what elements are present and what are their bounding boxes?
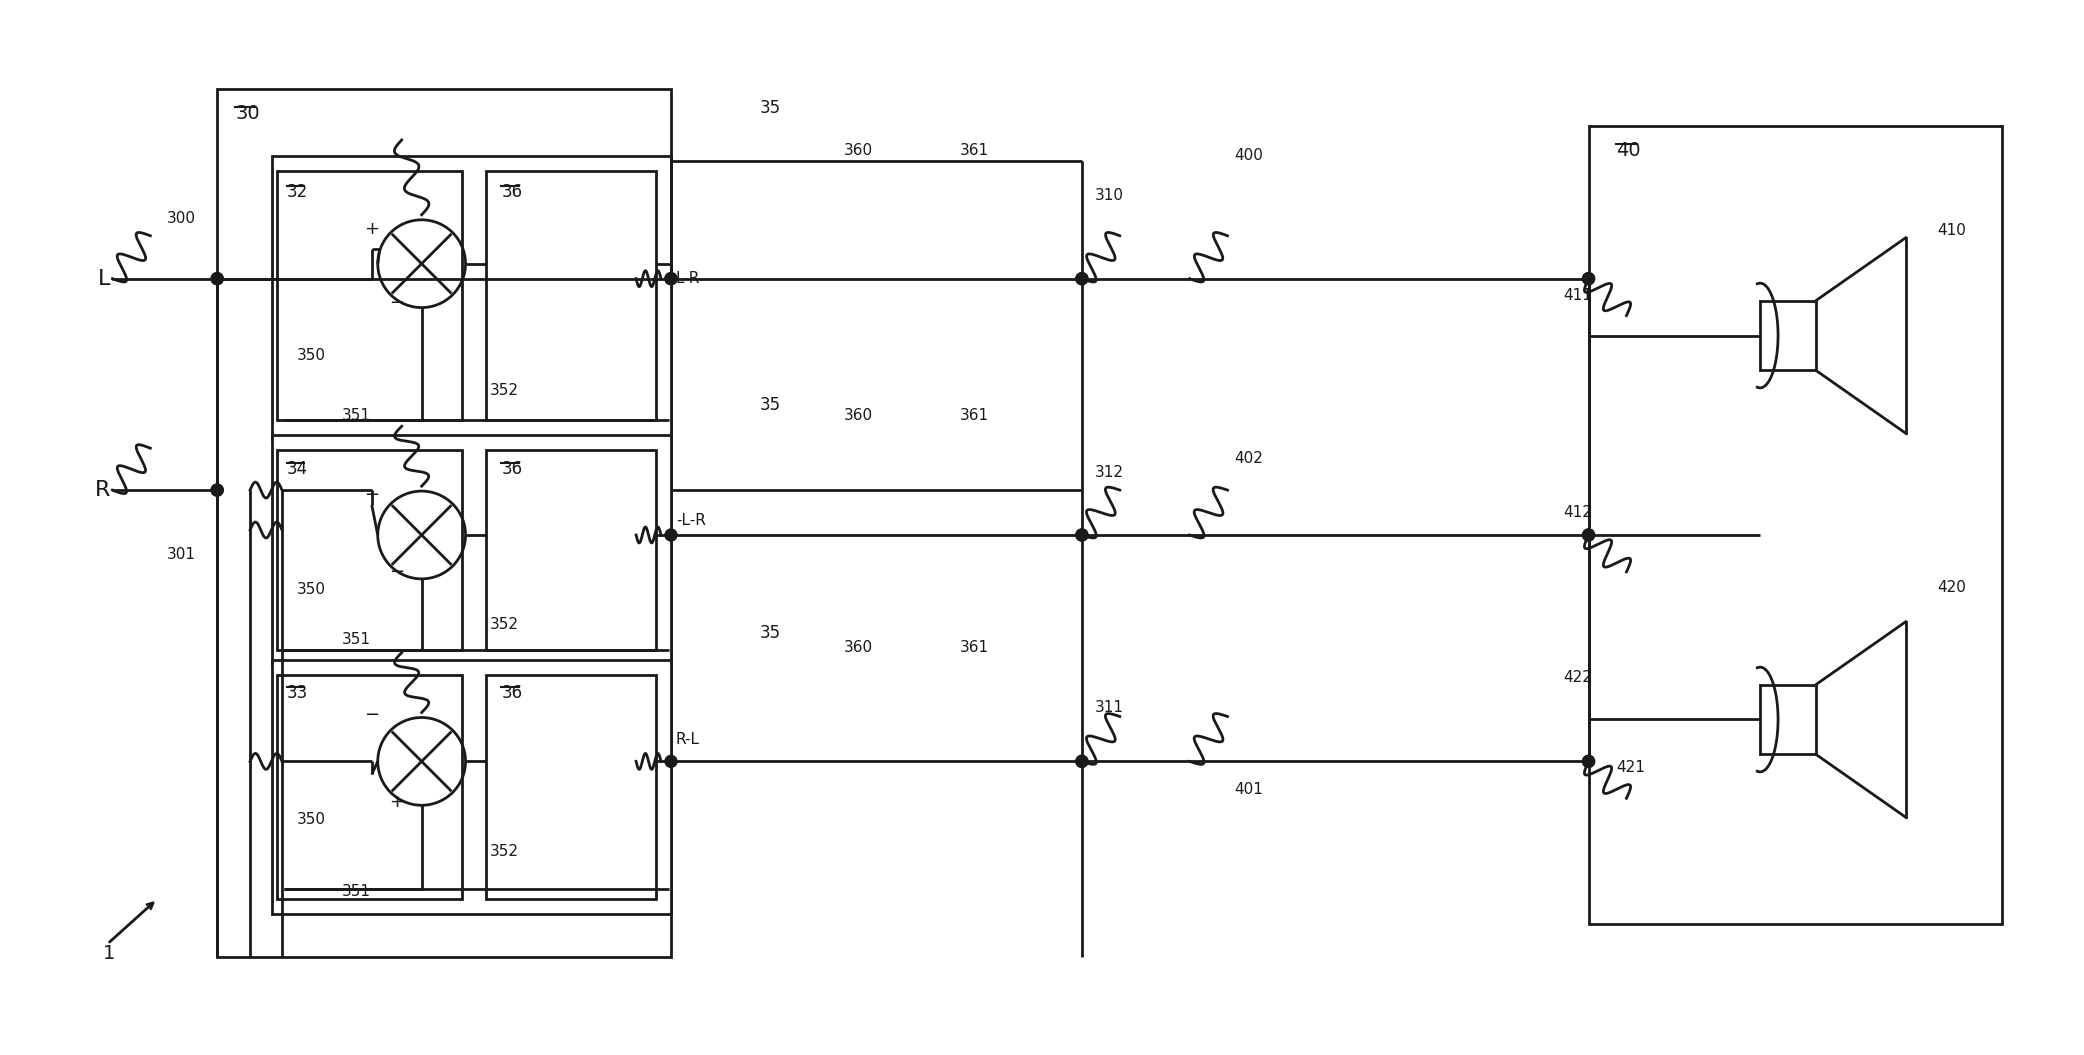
Circle shape [1075, 529, 1088, 541]
Bar [1761, 301, 1815, 370]
Text: 402: 402 [1234, 450, 1263, 465]
Text: +: + [365, 219, 379, 237]
Text: 351: 351 [342, 632, 371, 647]
Text: 410: 410 [1938, 224, 1967, 238]
Text: 32: 32 [288, 183, 308, 200]
Text: 361: 361 [961, 640, 990, 655]
Text: 301: 301 [167, 548, 196, 562]
Circle shape [1075, 529, 1088, 541]
Text: 360: 360 [844, 640, 873, 655]
Bar [277, 171, 461, 420]
Text: 360: 360 [844, 408, 873, 423]
Text: 352: 352 [490, 383, 519, 398]
Text: −: − [365, 706, 379, 724]
Text: 35: 35 [761, 397, 782, 415]
Text: 351: 351 [342, 408, 371, 423]
Text: −: − [390, 563, 404, 581]
Text: 350: 350 [296, 348, 325, 363]
Text: 300: 300 [167, 211, 196, 227]
Circle shape [1582, 529, 1594, 541]
Circle shape [1582, 755, 1594, 767]
Text: 401: 401 [1234, 782, 1263, 797]
Bar [1588, 126, 2003, 924]
Text: −: − [365, 486, 379, 504]
Text: 361: 361 [961, 408, 990, 423]
Text: 350: 350 [296, 811, 325, 827]
Text: +: + [390, 793, 404, 811]
Circle shape [665, 529, 677, 541]
Text: L: L [98, 269, 110, 289]
Text: R: R [96, 480, 110, 500]
Circle shape [665, 272, 677, 285]
Text: 352: 352 [490, 844, 519, 859]
Circle shape [1582, 272, 1594, 285]
Bar [273, 659, 671, 914]
Circle shape [210, 272, 223, 285]
Bar [486, 674, 656, 899]
Text: 422: 422 [1563, 670, 1592, 685]
Text: 35: 35 [761, 624, 782, 641]
Bar [273, 156, 671, 440]
Text: L-R: L-R [675, 271, 700, 286]
Circle shape [210, 272, 223, 285]
Text: 361: 361 [961, 143, 990, 158]
Circle shape [1582, 529, 1594, 541]
Text: 1: 1 [102, 944, 115, 963]
Circle shape [1075, 755, 1088, 767]
Bar [486, 171, 656, 420]
Circle shape [665, 755, 677, 767]
Text: 312: 312 [1094, 464, 1123, 480]
Text: 351: 351 [342, 883, 371, 899]
Text: R-L: R-L [675, 732, 700, 747]
Circle shape [665, 272, 677, 285]
Bar [217, 90, 671, 957]
Text: 36: 36 [502, 684, 523, 702]
Text: 411: 411 [1563, 288, 1592, 303]
Bar [277, 674, 461, 899]
Text: 30: 30 [235, 104, 260, 123]
Bar [1761, 685, 1815, 754]
Text: 40: 40 [1617, 141, 1640, 160]
Bar [273, 436, 671, 665]
Text: -L-R: -L-R [675, 513, 706, 528]
Text: 34: 34 [288, 460, 308, 478]
Text: −: − [390, 293, 404, 311]
Circle shape [1582, 755, 1594, 767]
Text: 352: 352 [490, 617, 519, 632]
Text: 310: 310 [1094, 189, 1123, 204]
Text: 35: 35 [761, 99, 782, 117]
Circle shape [1075, 272, 1088, 285]
Text: 36: 36 [502, 183, 523, 200]
Circle shape [210, 484, 223, 496]
Circle shape [1582, 272, 1594, 285]
Text: 36: 36 [502, 460, 523, 478]
Text: 360: 360 [844, 143, 873, 158]
Circle shape [210, 484, 223, 496]
Text: 400: 400 [1234, 149, 1263, 164]
Text: 421: 421 [1617, 760, 1646, 774]
Text: 350: 350 [296, 582, 325, 597]
Circle shape [1075, 272, 1088, 285]
Text: 412: 412 [1563, 504, 1592, 519]
Text: 311: 311 [1094, 701, 1123, 715]
Bar [277, 450, 461, 650]
Bar [486, 450, 656, 650]
Circle shape [1075, 755, 1088, 767]
Text: 33: 33 [288, 684, 308, 702]
Text: 420: 420 [1938, 580, 1967, 595]
